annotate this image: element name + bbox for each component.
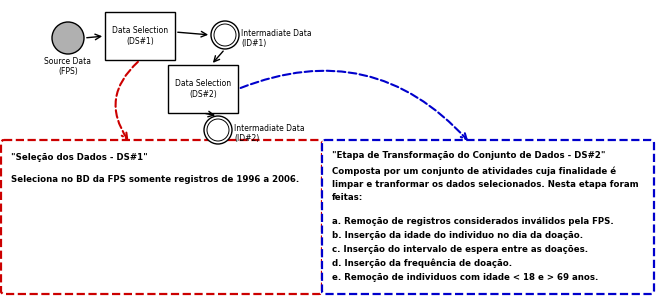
FancyBboxPatch shape [322,140,654,294]
Text: d. Inserção da frequência de doação.: d. Inserção da frequência de doação. [332,259,512,268]
Text: "Etapa de Transformação do Conjunto de Dados - DS#2": "Etapa de Transformação do Conjunto de D… [332,151,606,160]
Circle shape [52,22,84,54]
FancyBboxPatch shape [168,65,238,113]
Text: Intermadiate Data
(ID#1): Intermadiate Data (ID#1) [241,29,311,49]
Text: e. Remoção de individuos com idade < 18 e > 69 anos.: e. Remoção de individuos com idade < 18 … [332,273,599,282]
FancyArrowPatch shape [116,62,138,139]
Text: Intermadiate Data
(ID#2): Intermadiate Data (ID#2) [234,124,305,143]
FancyBboxPatch shape [1,140,322,294]
Text: Source Data
(FPS): Source Data (FPS) [45,57,91,76]
Text: b. Inserção da idade do individuo no dia da doação.: b. Inserção da idade do individuo no dia… [332,231,583,240]
FancyBboxPatch shape [105,12,175,60]
Text: "Seleção dos Dados - DS#1": "Seleção dos Dados - DS#1" [11,153,148,162]
Text: Composta por um conjunto de atividades cuja finalidade é
limpar e tranformar os : Composta por um conjunto de atividades c… [332,167,639,202]
FancyArrowPatch shape [240,71,466,139]
Text: Data Selection
(DS#2): Data Selection (DS#2) [175,79,231,99]
Text: Data Selection
(DS#1): Data Selection (DS#1) [112,26,168,46]
Text: c. Inserção do intervalo de espera entre as doações.: c. Inserção do intervalo de espera entre… [332,245,588,254]
Text: a. Remoção de registros considerados inválidos pela FPS.: a. Remoção de registros considerados inv… [332,217,614,226]
Circle shape [204,116,232,144]
Circle shape [207,119,229,141]
Circle shape [214,24,236,46]
Text: Seleciona no BD da FPS somente registros de 1996 a 2006.: Seleciona no BD da FPS somente registros… [11,175,299,184]
Circle shape [211,21,239,49]
